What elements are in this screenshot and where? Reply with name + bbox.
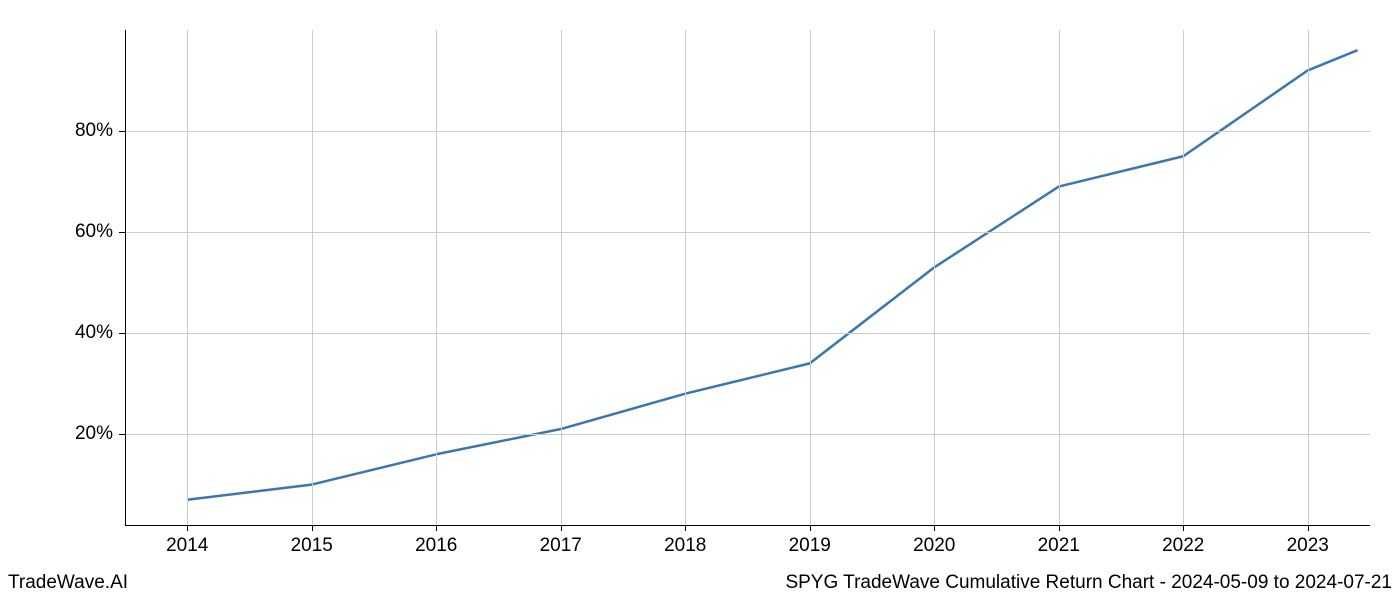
y-tick-label: 40% [75,322,113,344]
grid-line-horizontal [125,131,1370,132]
footer-right-text: SPYG TradeWave Cumulative Return Chart -… [785,572,1392,594]
footer-left-text: TradeWave.AI [8,572,128,594]
grid-line-vertical [810,30,811,525]
grid-line-horizontal [125,434,1370,435]
grid-line-vertical [561,30,562,525]
x-tick-label: 2022 [1162,535,1204,557]
grid-line-vertical [934,30,935,525]
y-tick-label: 60% [75,221,113,243]
grid-line-vertical [187,30,188,525]
grid-line-vertical [1308,30,1309,525]
grid-line-vertical [1059,30,1060,525]
x-tick-label: 2018 [664,535,706,557]
x-tick-label: 2017 [540,535,582,557]
grid-line-vertical [1183,30,1184,525]
y-tick-label: 20% [75,423,113,445]
x-tick-label: 2019 [789,535,831,557]
x-tick-label: 2015 [291,535,333,557]
x-tick-label: 2020 [913,535,955,557]
y-axis-spine [125,30,126,525]
x-tick-label: 2014 [166,535,208,557]
grid-line-horizontal [125,232,1370,233]
line-series-cumulative_return [187,50,1357,500]
x-axis-spine [125,525,1370,526]
grid-line-vertical [312,30,313,525]
grid-line-vertical [685,30,686,525]
x-tick-label: 2021 [1038,535,1080,557]
grid-line-vertical [436,30,437,525]
x-tick-label: 2016 [415,535,457,557]
grid-line-horizontal [125,333,1370,334]
x-tick-label: 2023 [1287,535,1329,557]
chart-container: TradeWave.AI SPYG TradeWave Cumulative R… [0,0,1400,600]
y-tick-label: 80% [75,120,113,142]
plot-area [125,30,1370,525]
